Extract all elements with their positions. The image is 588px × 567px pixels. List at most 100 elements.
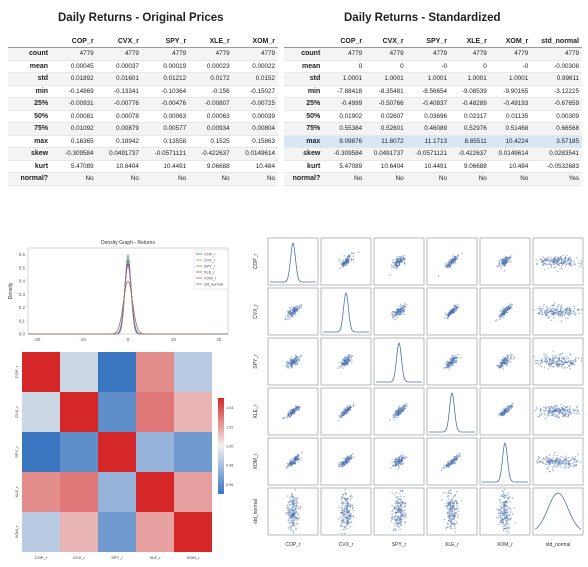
panel-frame — [267, 387, 319, 436]
scatter-point — [396, 266, 398, 268]
scatter-point — [553, 261, 556, 264]
scatter-point — [445, 492, 448, 494]
scatter-point — [403, 514, 405, 517]
table-cell: 0.02607 — [365, 110, 407, 123]
scatter-point — [290, 515, 293, 518]
table-cell: -0.50766 — [365, 97, 407, 111]
scatter-point — [294, 309, 297, 312]
scatter-point — [296, 457, 299, 459]
scatter-point — [293, 502, 295, 505]
scatter-point — [345, 502, 347, 505]
scatter-point — [575, 356, 577, 359]
scatter-point — [456, 454, 458, 457]
scatter-point — [509, 303, 511, 305]
scatter-point — [571, 260, 573, 262]
scatter-point — [501, 360, 503, 362]
scatter-point — [551, 362, 554, 365]
scatter-point — [545, 358, 547, 361]
scatter-point — [341, 520, 344, 522]
scatter-point — [396, 505, 398, 507]
scatter-point — [289, 516, 291, 519]
scatter-point — [513, 507, 515, 509]
scatter-point — [346, 257, 348, 259]
scatter-point — [294, 407, 297, 409]
scatter-point — [500, 495, 502, 498]
scatter-point — [346, 507, 348, 509]
table-cell: 10.484 — [232, 160, 278, 173]
scatter-point — [392, 528, 395, 531]
legend — [193, 249, 229, 290]
scatter-point — [395, 267, 397, 269]
scatter-point — [450, 525, 453, 528]
table-row: normal? No No No No No — [8, 172, 278, 186]
scatter-point — [559, 363, 561, 365]
scatter-point — [398, 405, 400, 407]
scatter-point — [542, 260, 544, 262]
scatter-point — [498, 516, 500, 519]
scatter-point — [561, 257, 563, 260]
scatter-point — [396, 509, 399, 512]
scatter-point — [346, 519, 348, 522]
scatter-point — [570, 458, 573, 461]
table-cell: 0.00081 — [53, 110, 97, 123]
scatter-point — [346, 356, 348, 358]
scatter-point — [453, 455, 456, 458]
scatter-point — [445, 266, 448, 268]
scatter-point — [498, 523, 500, 526]
table-cell: No — [96, 172, 142, 186]
table-cell: 0.00078 — [96, 110, 142, 123]
scatter-point — [290, 513, 293, 516]
row-label: min — [8, 85, 54, 98]
scatter-point — [562, 413, 564, 415]
scatter-point — [576, 409, 579, 411]
scatter-point — [450, 513, 453, 516]
table-cell: No — [406, 172, 450, 186]
scatter-point — [451, 510, 454, 512]
diag-density — [323, 291, 369, 333]
table-cell: 0.0172 — [189, 72, 233, 86]
corner-cell — [8, 35, 54, 48]
scatter-point — [511, 513, 514, 515]
scatter-point — [294, 358, 296, 361]
scatter-point — [497, 365, 500, 368]
scatter-point — [568, 264, 571, 267]
scatter-point — [559, 313, 562, 315]
row-label: 50% — [8, 110, 54, 123]
scatter-point — [340, 413, 342, 415]
scatter-point — [290, 529, 293, 531]
scatter-point — [505, 527, 508, 529]
scatter-point — [566, 259, 569, 261]
scatter-point — [453, 525, 456, 527]
x-tick-label: -10 — [79, 337, 86, 342]
scatter-point — [538, 306, 541, 308]
scatter-point — [557, 257, 559, 260]
scatter-point — [567, 409, 569, 411]
scatter-point — [397, 260, 400, 262]
scatter-point — [456, 502, 458, 504]
y-tick-label: 0.4 — [19, 279, 26, 284]
scatter-point — [576, 460, 578, 462]
scatter-point — [509, 406, 512, 409]
scatter-point — [453, 458, 456, 460]
scatter-point — [343, 532, 346, 535]
scatter-point — [399, 305, 401, 308]
scatter-point — [452, 504, 454, 507]
scatter-point — [575, 406, 578, 409]
scatter-point — [533, 309, 535, 311]
scatter-point — [568, 414, 571, 416]
scatter-point — [562, 409, 564, 411]
scatter-point — [447, 315, 450, 318]
scatter-point — [579, 265, 582, 268]
scatter-point — [348, 460, 350, 462]
scatter-point — [573, 307, 576, 309]
scatter-point — [357, 251, 360, 253]
scatter-point — [456, 307, 459, 309]
scatter-point — [339, 261, 341, 263]
scatter-point — [402, 261, 404, 263]
scatter-point — [294, 507, 297, 509]
scatter-point — [401, 515, 404, 517]
scatter-point — [342, 367, 344, 369]
scatter-point — [559, 315, 561, 318]
scatter-point — [505, 523, 507, 526]
scatter-point — [559, 354, 561, 356]
